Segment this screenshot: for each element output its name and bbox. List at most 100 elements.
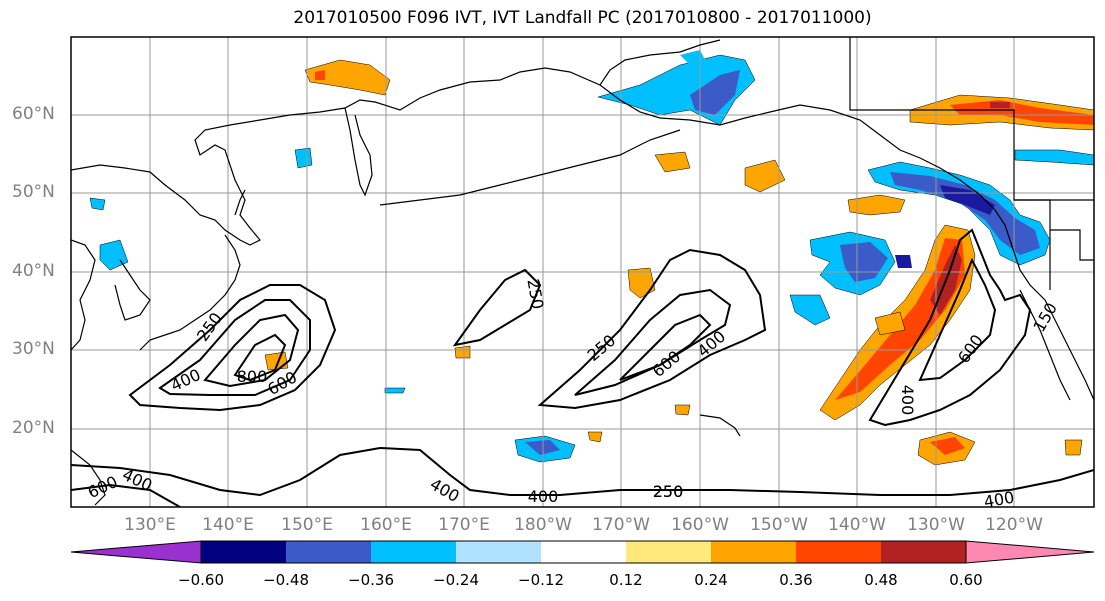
lon-label: 170°W bbox=[592, 515, 650, 535]
colorbar bbox=[70, 540, 1095, 564]
contour-label: 800 bbox=[237, 367, 268, 386]
contour-south-band-2 bbox=[71, 483, 181, 507]
contour-label: 600 bbox=[954, 331, 987, 367]
contour-western-4 bbox=[233, 333, 287, 382]
lon-label: 130°E bbox=[124, 515, 176, 535]
colorbar-segment bbox=[371, 541, 456, 563]
orange-small-6 bbox=[874, 311, 906, 336]
colorbar-extend-right bbox=[965, 540, 1095, 564]
colorbar-tick-label: 0.24 bbox=[694, 571, 728, 589]
coastline-korea bbox=[114, 259, 151, 321]
coastline-japan bbox=[139, 189, 246, 351]
orange-ar-upper bbox=[847, 194, 906, 216]
blue-russia-small bbox=[294, 147, 313, 169]
contour-label: 150 bbox=[1029, 299, 1061, 335]
lat-label: 60°N bbox=[12, 104, 55, 124]
colorbar-segment bbox=[541, 541, 626, 563]
coastline-aleutians bbox=[379, 129, 681, 206]
darkblue-blob-pacific bbox=[895, 255, 912, 268]
colorbar-segment bbox=[796, 541, 881, 563]
map-plot-area: 250 400 800 600 250 250 600 400 250 600 … bbox=[71, 37, 1094, 512]
blue-small-3 bbox=[384, 387, 406, 394]
lon-label: 140°E bbox=[202, 515, 254, 535]
colorbar-tick-label: −0.12 bbox=[518, 571, 564, 589]
coastline-alaska bbox=[659, 104, 1094, 401]
contour-western-outer bbox=[128, 284, 337, 412]
orange-small-5 bbox=[1064, 439, 1083, 456]
colorbar-segment bbox=[456, 541, 541, 563]
contour-label: 400 bbox=[898, 385, 917, 416]
orange-region-siberia bbox=[304, 59, 391, 96]
colorbar-tick-label: 0.60 bbox=[949, 571, 983, 589]
colorbar-tick-label: 0.12 bbox=[609, 571, 643, 589]
contour-label: 400 bbox=[168, 365, 204, 395]
orange-small-2 bbox=[674, 404, 691, 416]
red-ar-band bbox=[835, 238, 965, 400]
blue-small-2 bbox=[89, 197, 106, 211]
contour-central-3 bbox=[619, 313, 712, 381]
colorbar-segment bbox=[201, 541, 286, 563]
lon-label: 160°W bbox=[671, 515, 729, 535]
map-title: 2017010500 F096 IVT, IVT Landfall PC (20… bbox=[293, 8, 872, 28]
lon-label: 140°W bbox=[828, 515, 886, 535]
map-frame bbox=[70, 36, 1095, 508]
coastline-siberia bbox=[71, 67, 661, 246]
lat-label: 40°N bbox=[12, 261, 55, 281]
contour-south-band bbox=[71, 446, 1094, 497]
lat-label: 20°N bbox=[12, 418, 55, 438]
lon-label: 160°E bbox=[360, 515, 412, 535]
lon-label: 130°W bbox=[907, 515, 965, 535]
lon-label: 150°W bbox=[750, 515, 808, 535]
colorbar-tick-label: −0.36 bbox=[348, 571, 394, 589]
contour-label: 250 bbox=[653, 482, 684, 501]
colorbar-frame bbox=[200, 540, 967, 564]
contour-western-2 bbox=[158, 299, 311, 396]
colorbar-tick-label: 0.48 bbox=[864, 571, 898, 589]
contour-western-3 bbox=[203, 313, 300, 388]
coastline-alaska-west bbox=[599, 39, 721, 86]
lon-label: 120°W bbox=[985, 515, 1043, 535]
colorbar-tick-label: −0.48 bbox=[263, 571, 309, 589]
coastline-china bbox=[71, 239, 96, 351]
colorbar-segment bbox=[626, 541, 711, 563]
contour-ar-outer bbox=[868, 228, 1032, 427]
coastline-mexico-islands bbox=[699, 414, 741, 437]
contour-central-outer bbox=[537, 248, 767, 410]
orange-central-pacific2 bbox=[744, 159, 786, 193]
colorbar-tick-label: −0.60 bbox=[178, 571, 224, 589]
contour-label: 250 bbox=[523, 277, 547, 310]
contour-label: 400 bbox=[694, 327, 730, 361]
border-us-states bbox=[1014, 199, 1094, 290]
darkred-band-canada bbox=[990, 102, 1010, 108]
contour-label: 250 bbox=[653, 482, 684, 501]
lat-label: 50°N bbox=[12, 182, 55, 202]
ivt-shading bbox=[89, 50, 1094, 466]
lat-label: 30°N bbox=[12, 339, 55, 359]
blue-region-alaska2 bbox=[680, 50, 705, 65]
orange-small-3 bbox=[587, 431, 603, 443]
colorbar-tick-label: −0.24 bbox=[433, 571, 479, 589]
coastline-philippines bbox=[71, 449, 106, 506]
midblue-plume-gulf bbox=[890, 172, 1040, 255]
colorbar-tick-label: 0.36 bbox=[779, 571, 813, 589]
colorbar-segment bbox=[881, 541, 966, 563]
colorbar-segment bbox=[286, 541, 371, 563]
contour-label: 400 bbox=[427, 474, 463, 506]
contour-label: 400 bbox=[982, 488, 1015, 512]
blue-blob-pacific2 bbox=[789, 294, 831, 326]
blue-strip-canada bbox=[1014, 149, 1094, 166]
contour-label: 400 bbox=[528, 487, 559, 506]
contour-west-pacific bbox=[452, 268, 542, 347]
colorbar-extend-left bbox=[70, 540, 202, 564]
lon-label: 170°E bbox=[438, 515, 490, 535]
coastline-kamchatka bbox=[344, 107, 373, 197]
red-region-siberia bbox=[315, 70, 325, 80]
orange-small-4 bbox=[454, 345, 471, 359]
red-band-canada bbox=[950, 100, 1094, 125]
orange-small-1 bbox=[654, 151, 691, 173]
ivt-contours bbox=[71, 228, 1094, 507]
darkblue-region-alaska bbox=[690, 70, 740, 115]
colorbar-segment bbox=[711, 541, 796, 563]
lon-label: 150°E bbox=[281, 515, 333, 535]
